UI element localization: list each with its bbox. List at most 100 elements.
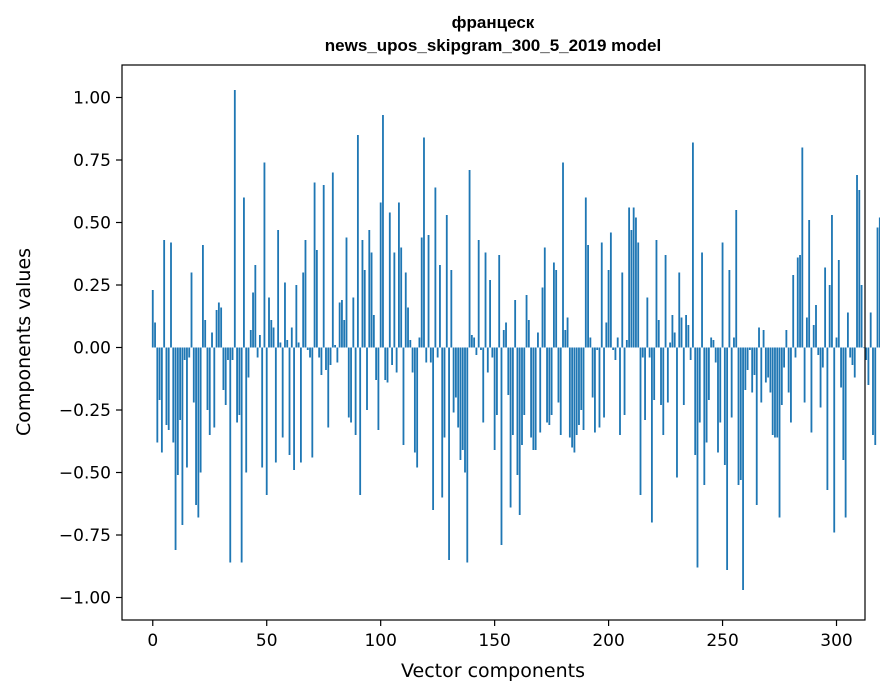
- bar: [616, 337, 619, 348]
- bar: [493, 347, 496, 450]
- bar: [559, 347, 562, 435]
- bar: [748, 347, 751, 350]
- bar: [733, 337, 735, 348]
- bar: [698, 347, 701, 423]
- bar: [409, 340, 412, 348]
- bar: [211, 332, 213, 348]
- bar: [329, 347, 332, 365]
- bar: [434, 187, 437, 348]
- bar: [505, 322, 507, 348]
- bar: [730, 347, 733, 418]
- y-tick-label: 0.75: [73, 151, 111, 171]
- bar: [518, 347, 521, 515]
- bar: [562, 162, 564, 348]
- bar: [311, 347, 314, 458]
- bar: [646, 297, 649, 348]
- x-tick-label: 0: [147, 631, 158, 651]
- bar: [243, 197, 245, 348]
- bar: [261, 347, 264, 468]
- bar: [249, 330, 252, 348]
- bar: [450, 270, 453, 348]
- bar: [869, 312, 872, 348]
- bar: [696, 347, 699, 568]
- bar: [457, 347, 460, 428]
- bar: [183, 347, 186, 360]
- bar: [156, 347, 159, 443]
- bar: [721, 242, 724, 348]
- bar: [810, 347, 813, 433]
- bar: [379, 202, 382, 348]
- x-tick-label: 100: [364, 631, 396, 651]
- bar: [799, 255, 801, 348]
- bar: [790, 347, 792, 423]
- bar: [819, 347, 822, 408]
- bar: [587, 245, 589, 348]
- bar: [673, 332, 676, 348]
- bar: [833, 347, 836, 533]
- bar: [252, 292, 254, 348]
- bar: [359, 347, 362, 495]
- bar: [284, 282, 286, 348]
- bar: [851, 347, 854, 365]
- bar: [436, 347, 439, 358]
- bar: [537, 332, 539, 348]
- bar: [826, 347, 829, 490]
- bar: [222, 347, 225, 390]
- bar: [199, 347, 202, 473]
- y-tick-label: 1.00: [73, 89, 111, 109]
- bar: [689, 347, 692, 360]
- y-axis-ticks: 1.00 0.75 0.50 0.25 0.00 −0.25 −0.50 −0.75 −1.00: [59, 89, 122, 609]
- bar: [860, 285, 863, 348]
- bar: [792, 275, 795, 348]
- bar: [534, 347, 537, 450]
- bar: [448, 347, 450, 560]
- bar: [580, 347, 583, 410]
- bar: [835, 337, 838, 348]
- y-axis-label: Components values: [13, 248, 35, 436]
- bar: [400, 247, 403, 348]
- bar: [758, 327, 760, 348]
- y-tick-label: −1.00: [59, 589, 111, 609]
- bar: [375, 347, 378, 380]
- bar: [313, 182, 316, 348]
- bar: [160, 347, 163, 453]
- bar: [632, 207, 635, 348]
- bar: [707, 347, 710, 400]
- bar: [856, 175, 858, 348]
- bar: [306, 347, 309, 350]
- bar: [231, 347, 234, 360]
- bar: [876, 227, 879, 348]
- bar: [701, 252, 703, 348]
- bar: [240, 347, 243, 563]
- bar: [158, 347, 161, 400]
- bar: [302, 272, 305, 348]
- bar: [327, 347, 330, 428]
- bar: [186, 347, 188, 468]
- bar: [630, 230, 633, 348]
- bar: [477, 240, 480, 348]
- bar: [511, 347, 514, 435]
- bar: [432, 347, 435, 510]
- bar: [484, 252, 487, 348]
- bar: [325, 347, 327, 370]
- bar: [824, 267, 827, 348]
- bar: [418, 337, 421, 348]
- bar: [245, 347, 248, 473]
- bar: [356, 135, 359, 348]
- bar: [395, 347, 398, 373]
- bar: [281, 347, 284, 438]
- bar: [473, 337, 476, 348]
- bar: [195, 347, 197, 505]
- bar: [568, 347, 571, 438]
- bar: [521, 347, 523, 445]
- bar: [300, 347, 302, 463]
- bar: [338, 302, 341, 348]
- bar: [783, 347, 785, 368]
- bar: [382, 115, 384, 348]
- bar: [639, 347, 642, 495]
- bar: [840, 347, 842, 388]
- bar: [780, 347, 783, 405]
- bar: [416, 347, 419, 468]
- bar: [368, 230, 371, 348]
- bar: [370, 252, 373, 348]
